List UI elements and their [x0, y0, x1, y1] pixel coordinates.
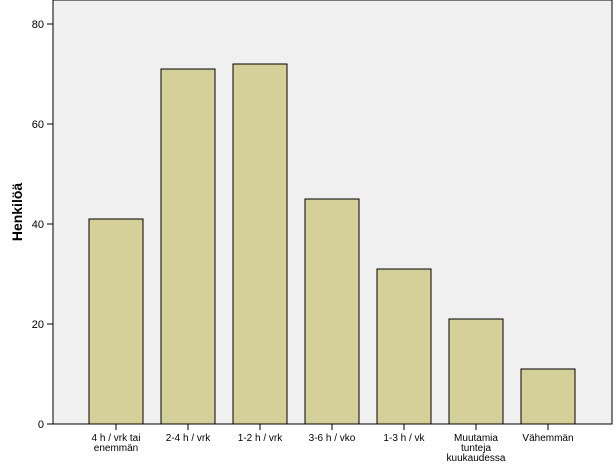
bars	[88, 63, 576, 425]
bar	[520, 368, 576, 425]
x-tick-label-line: 2-4 h / vrk	[166, 433, 211, 444]
x-tick-label-line: 3-6 h / vko	[309, 433, 356, 444]
x-tick-label: 1-3 h / vk	[383, 433, 425, 444]
y-tick-label: 60	[32, 119, 44, 131]
y-axis-label: Henkilöä	[9, 183, 25, 242]
y-tick-label: 0	[38, 419, 44, 431]
bar	[160, 68, 216, 425]
x-axis: 4 h / vrk tai enemmän 2-4 h / vrk 1-2 h / v…	[92, 424, 574, 464]
bar	[448, 318, 504, 425]
x-tick-label: Vähemmän	[522, 433, 573, 444]
y-tick-label: 40	[32, 219, 44, 231]
x-tick-label-line: Vähemmän	[522, 433, 573, 444]
x-tick-label: 3-6 h / vko	[309, 433, 356, 444]
y-tick-label: 80	[32, 19, 44, 31]
bar	[88, 218, 144, 425]
x-tick-label-line: kuukaudessa	[447, 453, 506, 464]
x-tick-label-line: 1-3 h / vk	[383, 433, 425, 444]
x-tick-label: 2-4 h / vrk	[166, 433, 211, 444]
x-tick-label-line: Muutamia	[454, 433, 498, 444]
bar	[304, 198, 360, 425]
x-tick-label-line: 1-2 h / vrk	[238, 433, 283, 444]
x-tick-label-line: 4 h / vrk tai	[92, 433, 141, 444]
x-tick-label: 1-2 h / vrk	[238, 433, 283, 444]
y-axis: 0 20 40 60 80	[32, 19, 53, 431]
x-tick-label-line: tunteja	[461, 443, 491, 454]
x-tick-label: 4 h / vrk tai enemmän	[92, 433, 141, 454]
y-tick-label: 20	[32, 319, 44, 331]
bar	[376, 268, 432, 425]
x-tick-label-line: enemmän	[94, 443, 138, 454]
bar	[232, 63, 288, 425]
x-tick-label: Muutamia tunteja kuukaudessa	[447, 433, 506, 464]
